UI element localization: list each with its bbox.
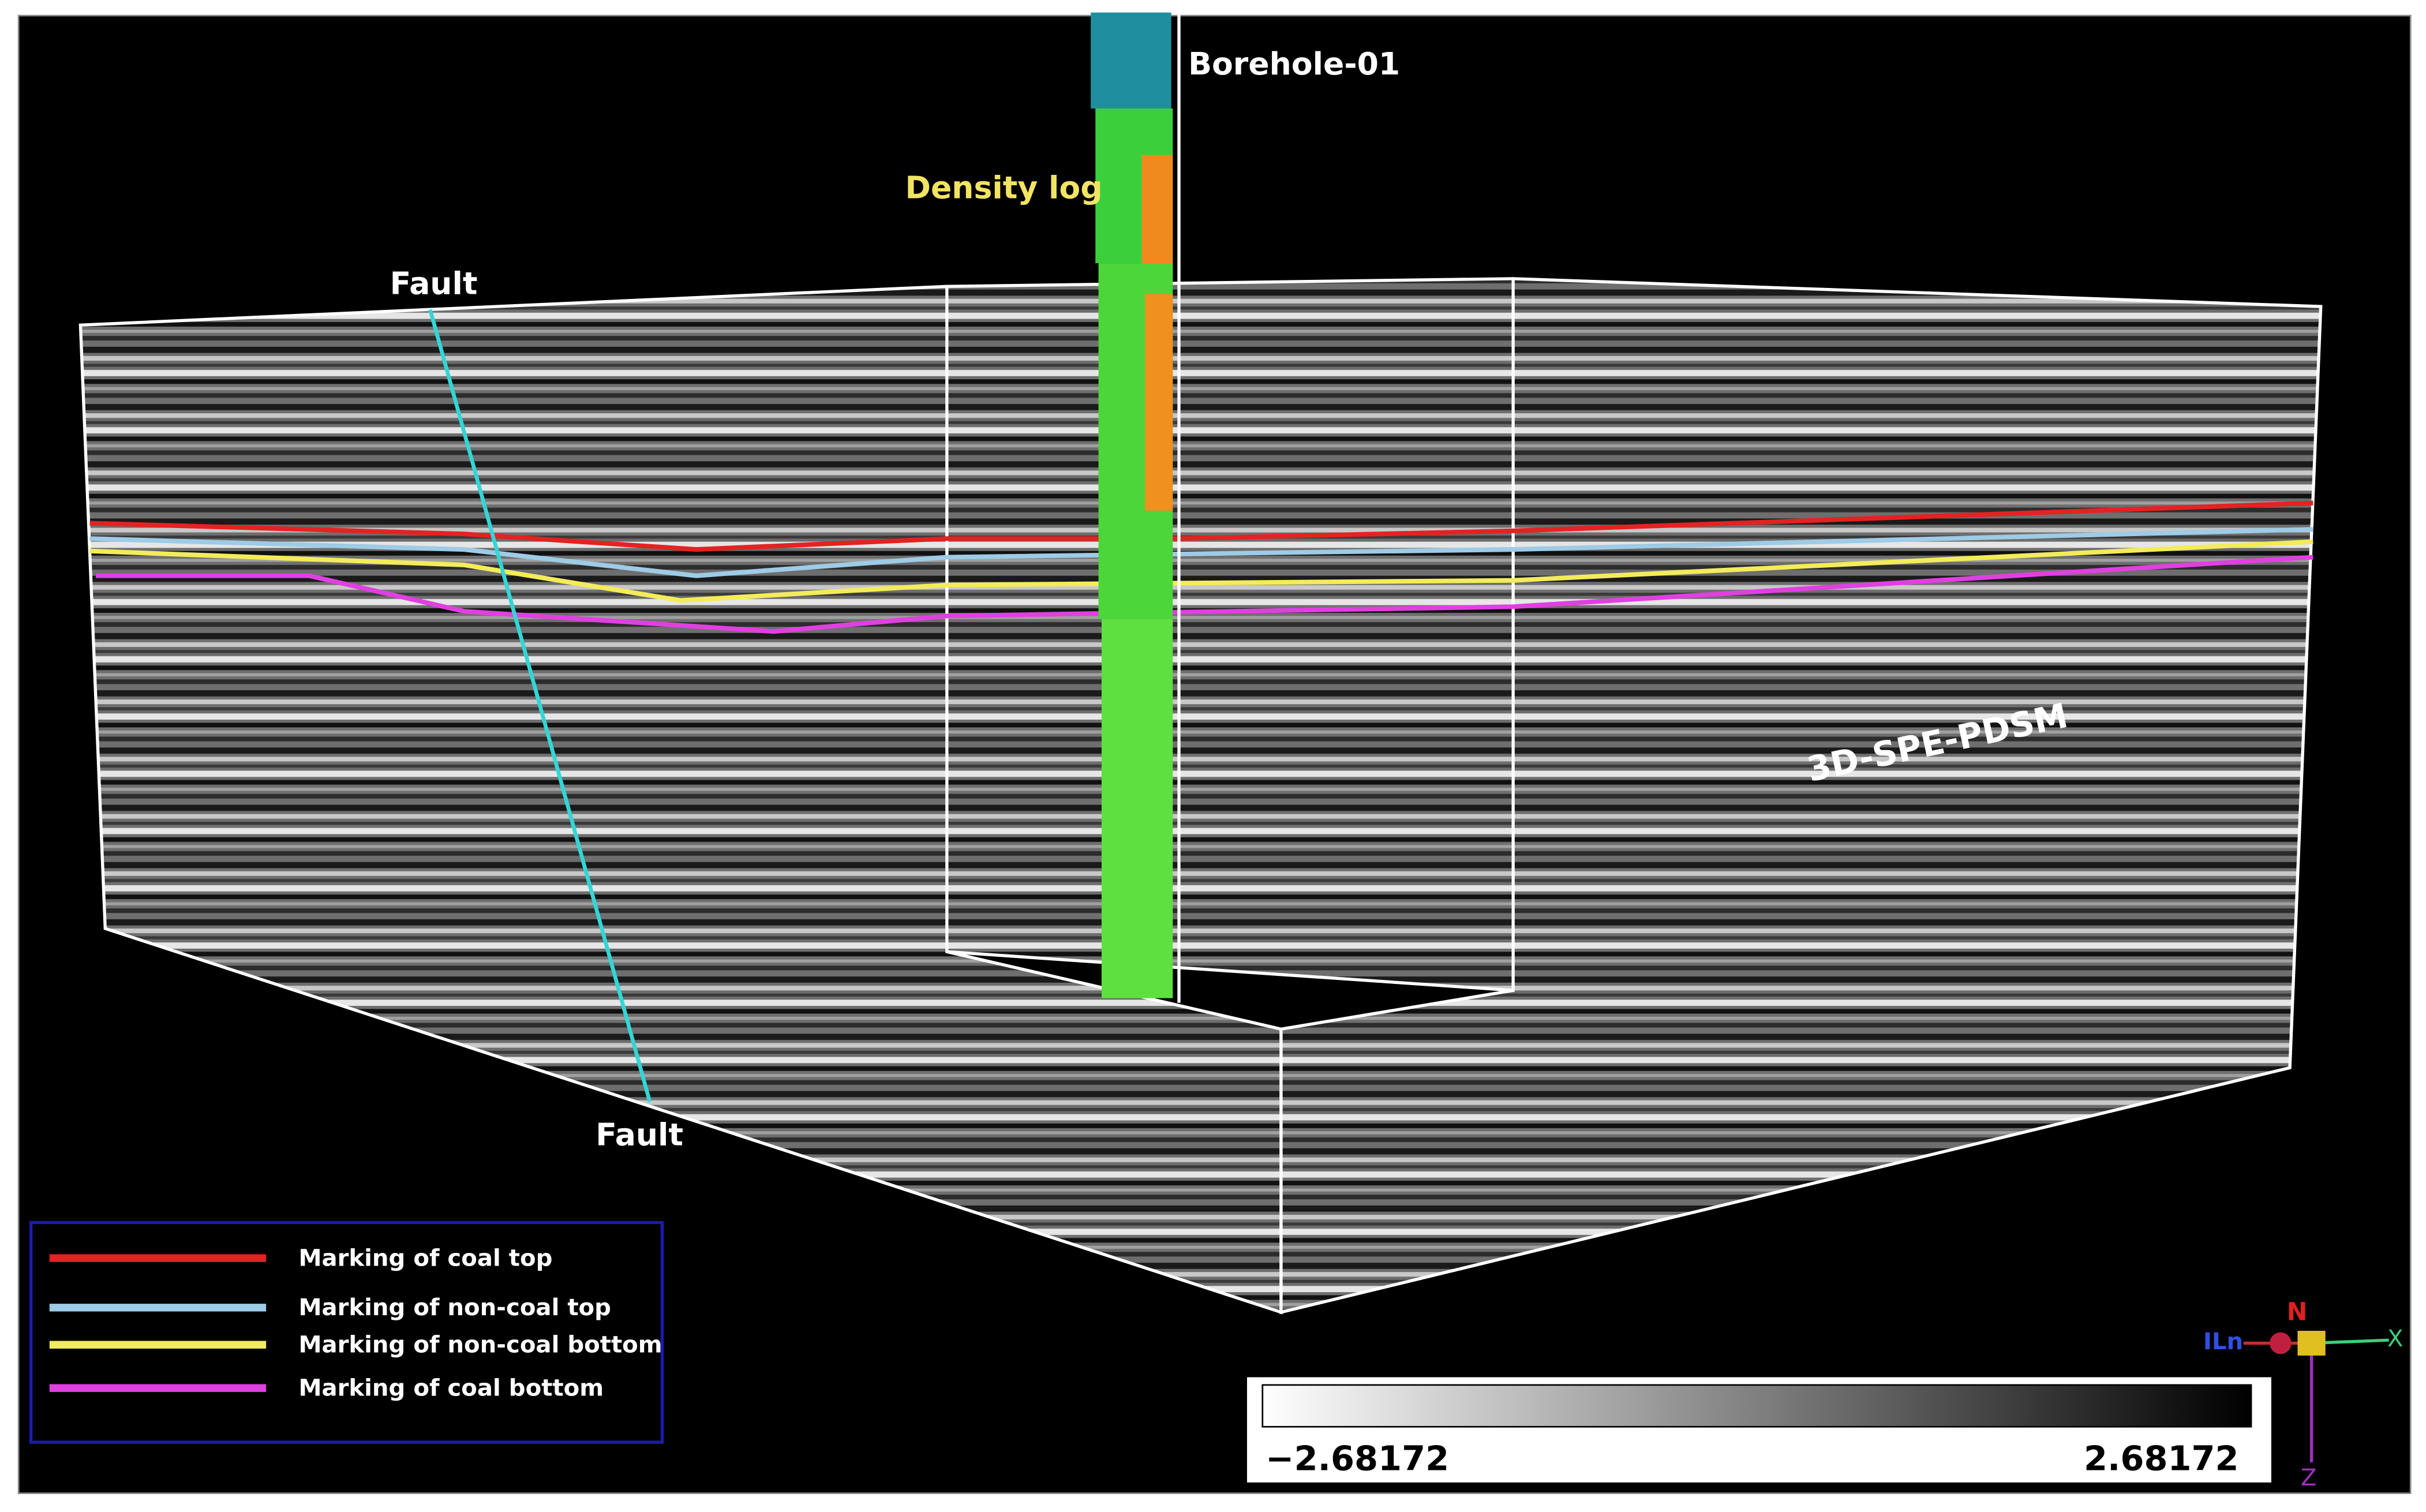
legend-label: Marking of coal bottom — [298, 1375, 604, 1402]
compass-z: Z — [2301, 1465, 2317, 1491]
borehole-label: Borehole-01 — [1188, 46, 1400, 82]
colorbar-min: −2.68172 — [1266, 1438, 1449, 1478]
fault-label: Fault — [390, 265, 478, 302]
compass-north: N — [2287, 1297, 2308, 1326]
legend-items: Marking of coal top Marking of non-coal t… — [49, 1245, 662, 1402]
log-segment — [1101, 619, 1173, 998]
edge — [946, 277, 1514, 288]
colorbar: −2.68172 2.68172 — [1246, 1377, 2271, 1483]
legend-label: Marking of coal top — [298, 1245, 552, 1271]
horizon — [89, 527, 2313, 578]
log-segment — [1091, 12, 1171, 108]
inner-face — [946, 278, 1514, 991]
horizon — [89, 539, 2313, 603]
density-log — [1091, 12, 1181, 1003]
legend-label: Marking of non-coal bottom — [298, 1332, 662, 1358]
compass-x: X — [2387, 1326, 2403, 1352]
density-log-label: Density log — [905, 169, 1102, 205]
edge — [946, 950, 1514, 992]
legend-label: Marking of non-coal top — [298, 1294, 611, 1321]
horizon — [96, 555, 2313, 634]
fault-label: Fault — [596, 1116, 683, 1152]
compass-inline: ILn — [2203, 1328, 2243, 1355]
colorbar-max: 2.68172 — [2084, 1438, 2239, 1478]
compass: N ILn X Z — [2203, 1297, 2403, 1491]
colorbar-gradient — [1261, 1384, 2252, 1428]
log-segment — [1145, 294, 1173, 511]
fault-line — [428, 309, 652, 1103]
compass-node — [2297, 1331, 2326, 1356]
horizon — [89, 500, 2313, 552]
notch-floor — [946, 952, 1514, 1030]
log-segment — [1141, 155, 1173, 279]
compass-node — [2270, 1332, 2292, 1354]
horizons — [89, 500, 2313, 634]
